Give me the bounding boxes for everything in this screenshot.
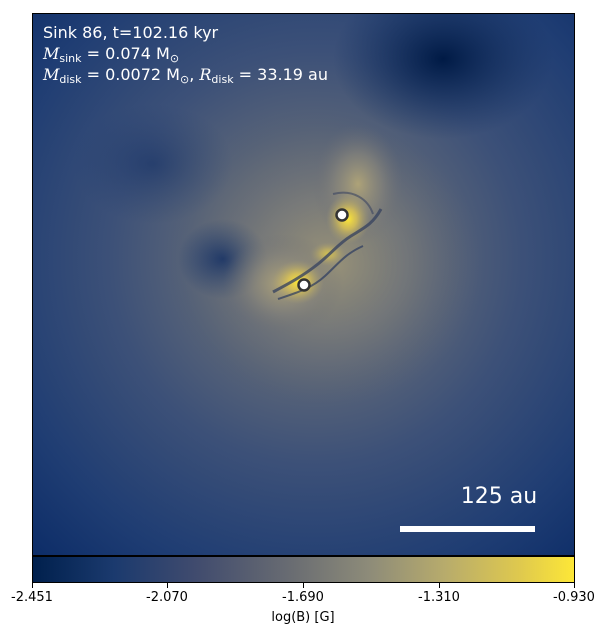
field-map-panel: Sink 86, t=102.16 kyr Msink = 0.074 M⊙ M… bbox=[32, 13, 575, 556]
colorbar-tick bbox=[303, 583, 304, 588]
solar-symbol: ⊙ bbox=[169, 52, 180, 65]
colorbar-tick-label: -2.451 bbox=[11, 590, 53, 605]
r-disk-symbol: R bbox=[199, 65, 212, 84]
m-sink-subscript: sink bbox=[59, 52, 82, 65]
m-sink-symbol: M bbox=[43, 44, 60, 63]
colorbar-axis-label: log(B) [G] bbox=[0, 610, 606, 625]
solar-symbol-disk: ⊙ bbox=[179, 73, 190, 86]
sink-upper-marker bbox=[335, 208, 349, 222]
colorbar-tick bbox=[439, 583, 440, 588]
scale-bar bbox=[400, 526, 535, 532]
scale-bar-label: 125 au bbox=[460, 484, 538, 509]
colorbar-tick bbox=[167, 583, 168, 588]
colorbar-label-text: log(B) [G] bbox=[271, 610, 335, 625]
m-disk-symbol: M bbox=[43, 65, 60, 84]
m-disk-subscript: disk bbox=[59, 73, 82, 86]
sink-time-text: Sink 86, t=102.16 kyr bbox=[43, 23, 219, 42]
sink-mass-text: Msink = 0.074 M⊙ bbox=[43, 43, 179, 69]
colorbar-tick-label: -1.690 bbox=[282, 590, 324, 605]
colorbar bbox=[32, 556, 575, 583]
colorbar-tick-label: -1.310 bbox=[418, 590, 460, 605]
colorbar-tick bbox=[574, 583, 575, 588]
colorbar-tick-label: -2.070 bbox=[146, 590, 188, 605]
disk-text: Mdisk = 0.0072 M⊙, Rdisk = 33.19 au bbox=[43, 64, 328, 90]
colorbar-tick bbox=[32, 583, 33, 588]
sink-lower-marker bbox=[297, 278, 311, 292]
colorbar-tick-label: -0.930 bbox=[553, 590, 595, 605]
r-disk-value: = 33.19 au bbox=[233, 65, 328, 84]
comma: , bbox=[189, 65, 200, 84]
m-disk-value: = 0.0072 M bbox=[81, 65, 180, 84]
m-sink-value: = 0.074 M bbox=[81, 44, 170, 63]
r-disk-subscript: disk bbox=[211, 73, 234, 86]
magnetic-field-image bbox=[33, 14, 574, 555]
